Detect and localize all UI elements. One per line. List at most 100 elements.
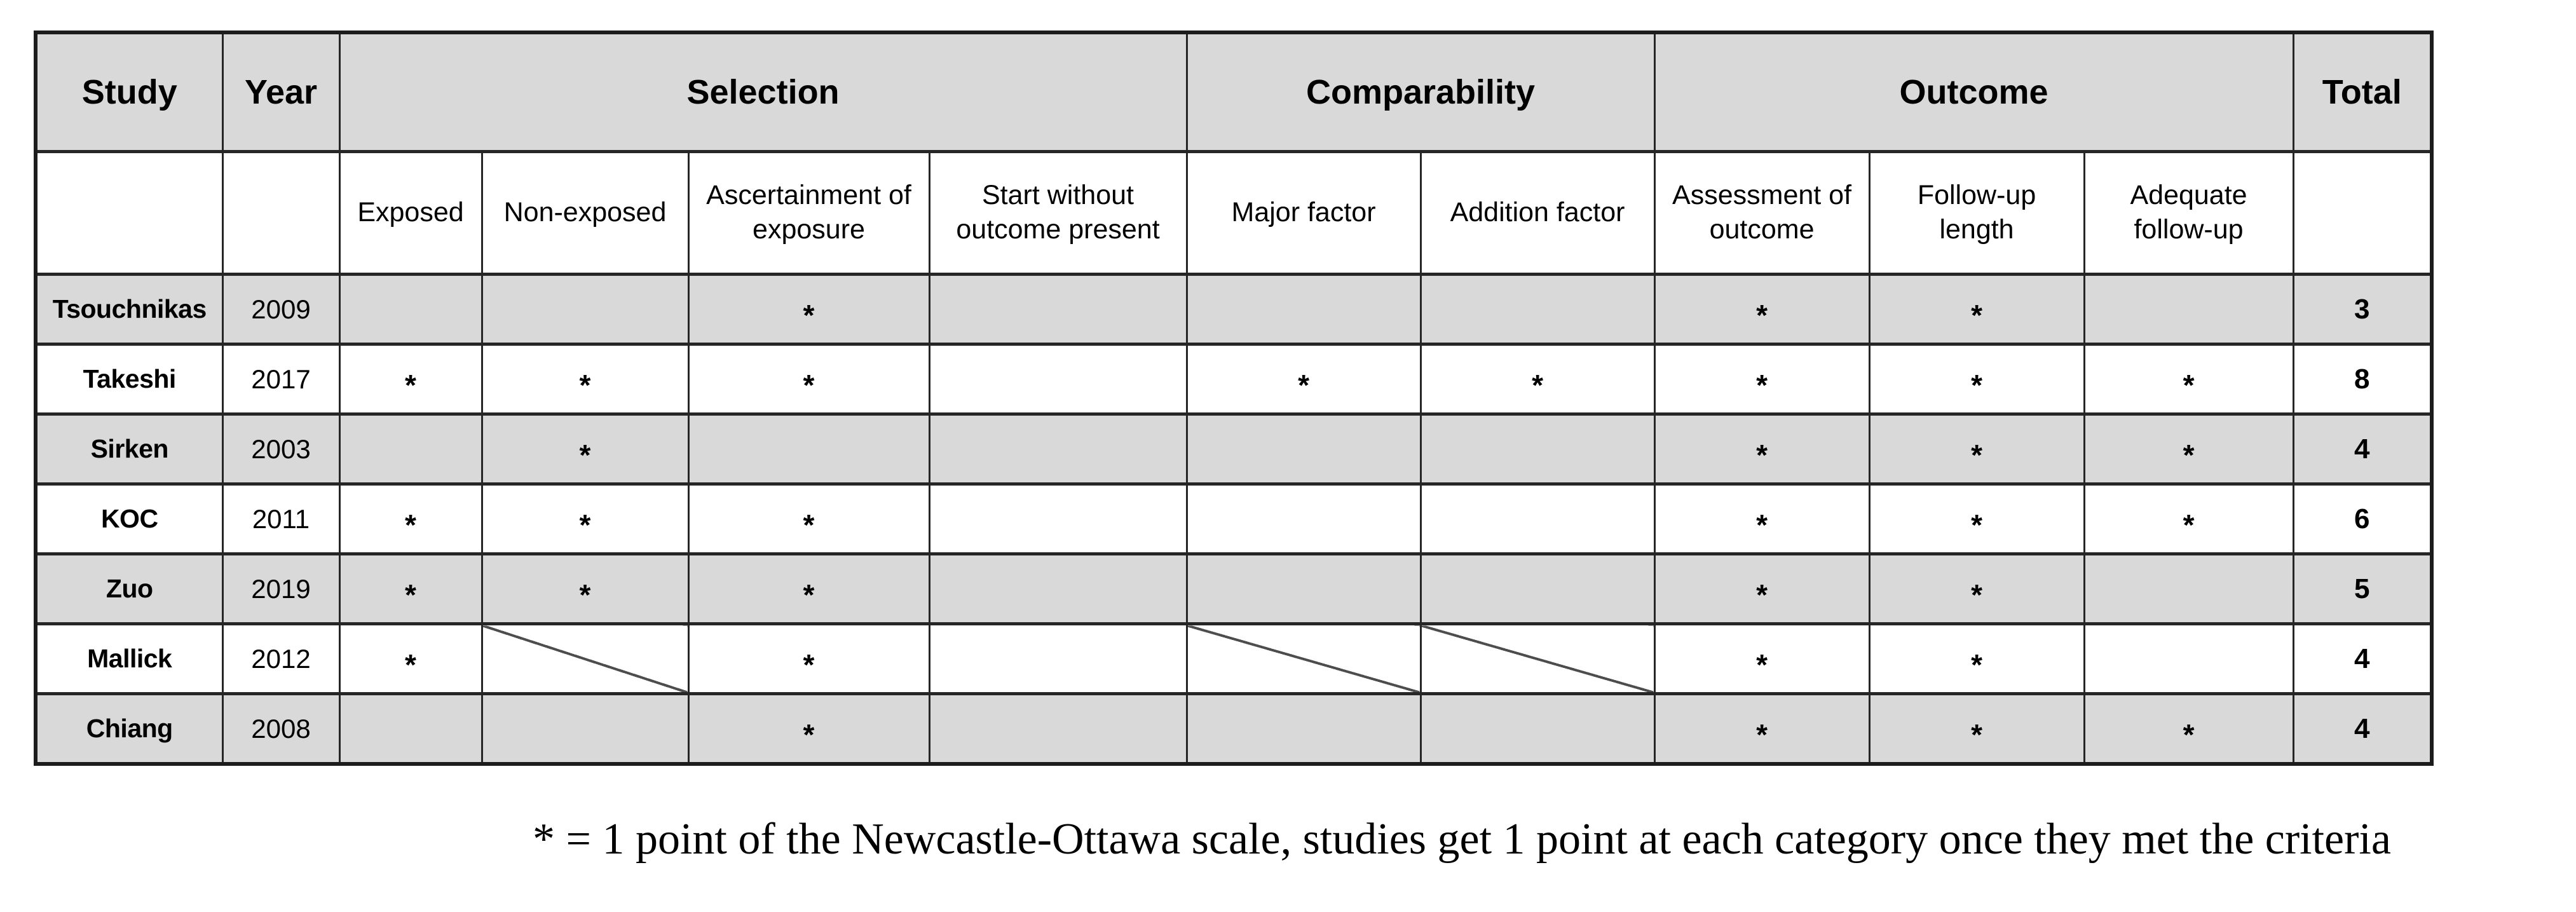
year-cell: 2008 [221, 692, 341, 766]
subheader-adequate-followup: Adequate follow-up [2083, 150, 2294, 276]
point-asterisk: * [1756, 368, 1768, 402]
point-asterisk: * [1971, 578, 1982, 611]
criterion-cell [1419, 412, 1656, 486]
header-outcome: Outcome [1653, 31, 2294, 153]
criterion-cell [2083, 552, 2294, 625]
header-sub-row: Exposed Non-exposed Ascertainment of exp… [34, 150, 2433, 276]
criterion-cell [338, 412, 483, 486]
criterion-cell: * [1868, 343, 2085, 416]
criterion-cell: * [687, 273, 930, 346]
header-selection: Selection [338, 31, 1188, 153]
criterion-cell [2083, 273, 2294, 346]
header-group-row: Study Year Selection Comparability Outco… [34, 31, 2433, 153]
point-asterisk: * [579, 368, 591, 402]
criterion-cell: * [480, 343, 690, 416]
subheader-non-exposed: Non-exposed [480, 150, 690, 276]
criterion-cell: * [1868, 622, 2085, 695]
table-row: Takeshi 2017 * * * * * * * * 8 [34, 343, 2433, 416]
criterion-cell: * [1653, 273, 1871, 346]
point-asterisk: * [1298, 368, 1309, 402]
point-asterisk: * [1756, 718, 1768, 751]
table-row: KOC 2011 * * * * * * 6 [34, 482, 2433, 555]
criterion-cell [480, 692, 690, 766]
study-cell: Sirken [34, 412, 224, 486]
point-asterisk: * [803, 718, 815, 751]
criterion-cell: * [480, 412, 690, 486]
point-asterisk: * [1756, 578, 1768, 611]
total-cell: 4 [2292, 692, 2433, 766]
total-cell: 4 [2292, 622, 2433, 695]
point-asterisk: * [405, 508, 416, 541]
table-row: Sirken 2003 * * * * 4 [34, 412, 2433, 486]
total-cell: 5 [2292, 552, 2433, 625]
criterion-cell [338, 273, 483, 346]
criterion-cell: * [1653, 412, 1871, 486]
criterion-cell [1185, 273, 1422, 346]
criterion-cell: * [1653, 622, 1871, 695]
criterion-cell: * [1653, 692, 1871, 766]
criterion-cell [1419, 622, 1656, 695]
table-row: Chiang 2008 * * * * 4 [34, 692, 2433, 766]
criterion-cell: * [687, 343, 930, 416]
criterion-cell [480, 273, 690, 346]
criterion-cell [1185, 622, 1422, 695]
criterion-cell [1185, 412, 1422, 486]
point-asterisk: * [579, 578, 591, 611]
table-row: Zuo 2019 * * * * * 5 [34, 552, 2433, 625]
criterion-cell [1419, 552, 1656, 625]
point-asterisk: * [405, 648, 416, 681]
criterion-cell: * [1868, 692, 2085, 766]
total-cell: 8 [2292, 343, 2433, 416]
criterion-cell: * [687, 552, 930, 625]
criterion-cell [928, 343, 1188, 416]
point-asterisk: * [1756, 508, 1768, 541]
criterion-cell: * [687, 692, 930, 766]
study-cell: Mallick [34, 622, 224, 695]
point-asterisk: * [2183, 718, 2195, 751]
header-comparability: Comparability [1185, 31, 1656, 153]
point-asterisk: * [1756, 298, 1768, 332]
criterion-cell: * [480, 552, 690, 625]
criterion-cell [1419, 273, 1656, 346]
criterion-cell [687, 412, 930, 486]
criterion-cell [1419, 482, 1656, 555]
point-asterisk: * [1971, 648, 1982, 681]
point-asterisk: * [1971, 718, 1982, 751]
criterion-cell: * [687, 482, 930, 555]
point-asterisk: * [2183, 368, 2195, 402]
point-asterisk: * [803, 368, 815, 402]
table-row: Mallick 2012 * * * * 4 [34, 622, 2433, 695]
point-asterisk: * [1971, 298, 1982, 332]
point-asterisk: * [405, 578, 416, 611]
table-header: Study Year Selection Comparability Outco… [34, 31, 2433, 276]
criterion-cell: * [687, 622, 930, 695]
criterion-cell [928, 552, 1188, 625]
point-asterisk: * [1756, 438, 1768, 472]
criterion-cell: * [1419, 343, 1656, 416]
criterion-cell: * [338, 622, 483, 695]
criterion-cell [2083, 622, 2294, 695]
study-cell: Takeshi [34, 343, 224, 416]
point-asterisk: * [803, 648, 815, 681]
point-asterisk: * [803, 298, 815, 332]
point-asterisk: * [803, 578, 815, 611]
criterion-cell: * [338, 552, 483, 625]
point-asterisk: * [579, 438, 591, 472]
criterion-cell: * [480, 482, 690, 555]
study-cell: Tsouchnikas [34, 273, 224, 346]
point-asterisk: * [1971, 508, 1982, 541]
subheader-followup-length: Follow-up length [1868, 150, 2085, 276]
point-asterisk: * [803, 508, 815, 541]
subheader-major-factor: Major factor [1185, 150, 1422, 276]
criterion-cell: * [2083, 412, 2294, 486]
year-cell: 2003 [221, 412, 341, 486]
total-cell: 4 [2292, 412, 2433, 486]
subheader-addition-factor: Addition factor [1419, 150, 1656, 276]
subheader-ascertainment: Ascertainment of exposure [687, 150, 930, 276]
criterion-cell: * [2083, 482, 2294, 555]
criterion-cell: * [1653, 343, 1871, 416]
subheader-assessment-outcome: Assessment of outcome [1653, 150, 1871, 276]
empty-header-cell [34, 150, 224, 276]
criterion-cell [1185, 552, 1422, 625]
point-asterisk: * [1532, 368, 1543, 402]
